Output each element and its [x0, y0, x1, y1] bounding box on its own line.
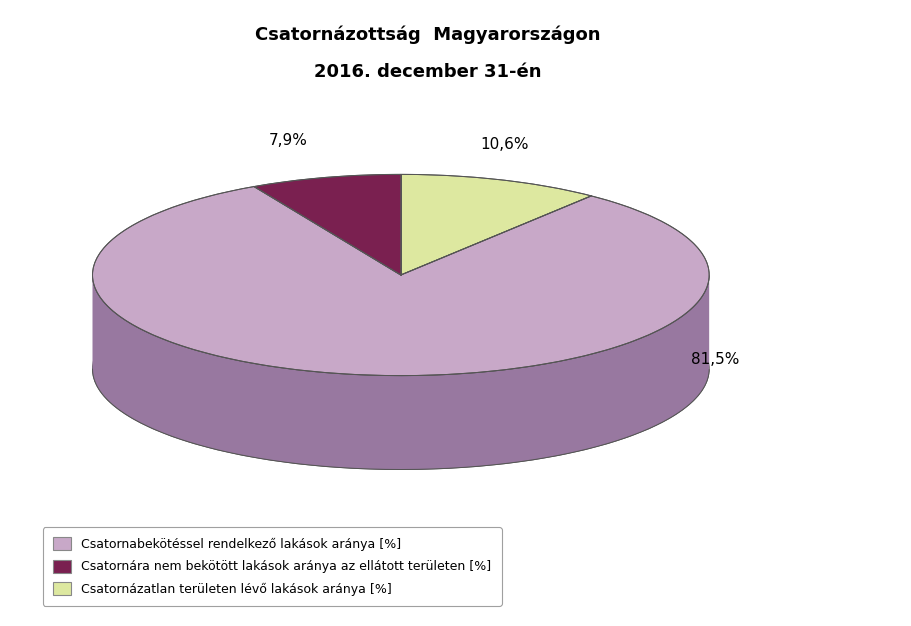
Ellipse shape — [93, 269, 709, 470]
Legend: Csatornabekötéssel rendelkező lakások aránya [%], Csatornára nem bekötött lakáso: Csatornabekötéssel rendelkező lakások ar… — [43, 527, 502, 606]
Polygon shape — [93, 187, 709, 376]
Text: 2016. december 31-én: 2016. december 31-én — [314, 63, 542, 81]
Text: 81,5%: 81,5% — [691, 352, 740, 367]
Polygon shape — [254, 175, 401, 275]
Text: 7,9%: 7,9% — [269, 133, 308, 148]
Text: Csatornázottság  Magyarországon: Csatornázottság Magyarországon — [255, 25, 601, 44]
Polygon shape — [401, 175, 591, 275]
Text: 10,6%: 10,6% — [480, 138, 528, 152]
Polygon shape — [93, 275, 709, 470]
